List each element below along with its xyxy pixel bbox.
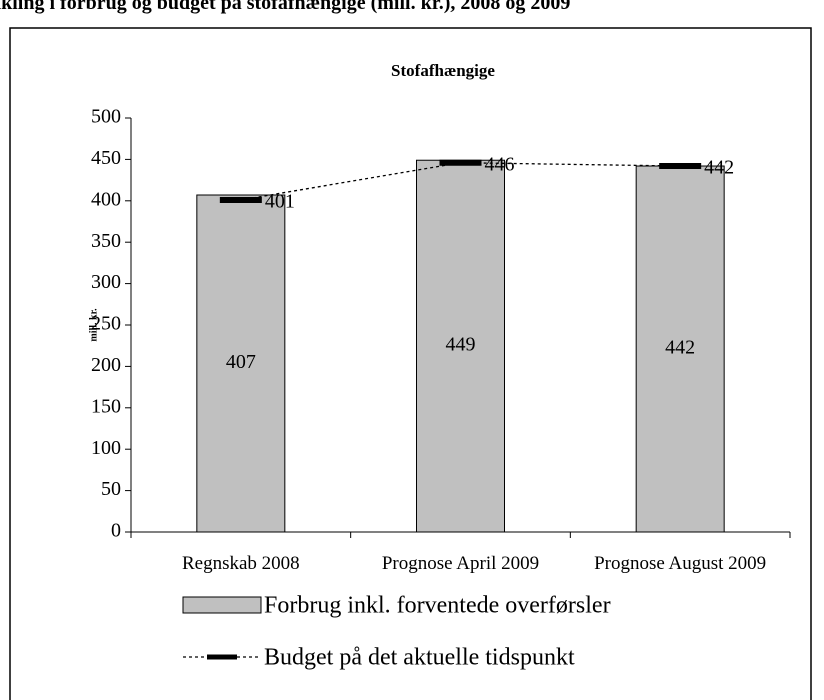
y-tick-label: 450: [91, 147, 121, 169]
legend-swatch: [182, 596, 262, 614]
budget-value-label: 446: [485, 153, 515, 175]
legend-label: Forbrug inkl. forventede overførsler: [264, 593, 611, 619]
x-tick-label: Prognose August 2009: [594, 553, 767, 574]
bar: [635, 165, 725, 533]
chart-frame: [9, 27, 812, 700]
y-tick-label: 100: [91, 437, 121, 459]
legend-label: Budget på det aktuelle tidspunkt: [264, 645, 575, 671]
y-tick-label: 250: [91, 313, 121, 335]
page-header: Udvikling i forbrug og budget på stofafh…: [0, 0, 571, 14]
budget-value-label: 401: [265, 191, 295, 213]
y-tick-label: 300: [91, 271, 121, 293]
y-tick-label: 50: [101, 478, 121, 500]
y-tick-label: 200: [91, 354, 121, 376]
x-tick-label: Regnskab 2008: [181, 553, 300, 574]
bar-value-label: 442: [665, 337, 695, 359]
bar-value-label: 449: [446, 334, 476, 356]
y-tick-label: 150: [91, 395, 121, 417]
y-tick-label: 400: [91, 188, 121, 210]
y-tick-label: 500: [91, 106, 121, 128]
y-tick-label: 350: [91, 230, 121, 252]
bar: [416, 159, 505, 533]
bar: [196, 194, 286, 533]
y-tick-label: 0: [111, 520, 121, 542]
budget-value-label: 442: [704, 157, 734, 179]
bar-value-label: 407: [226, 351, 256, 373]
y-axis-label: mill. kr.: [88, 308, 99, 342]
x-tick-label: Prognose April 2009: [381, 553, 540, 574]
chart-title: Stofafhængige: [391, 61, 495, 80]
